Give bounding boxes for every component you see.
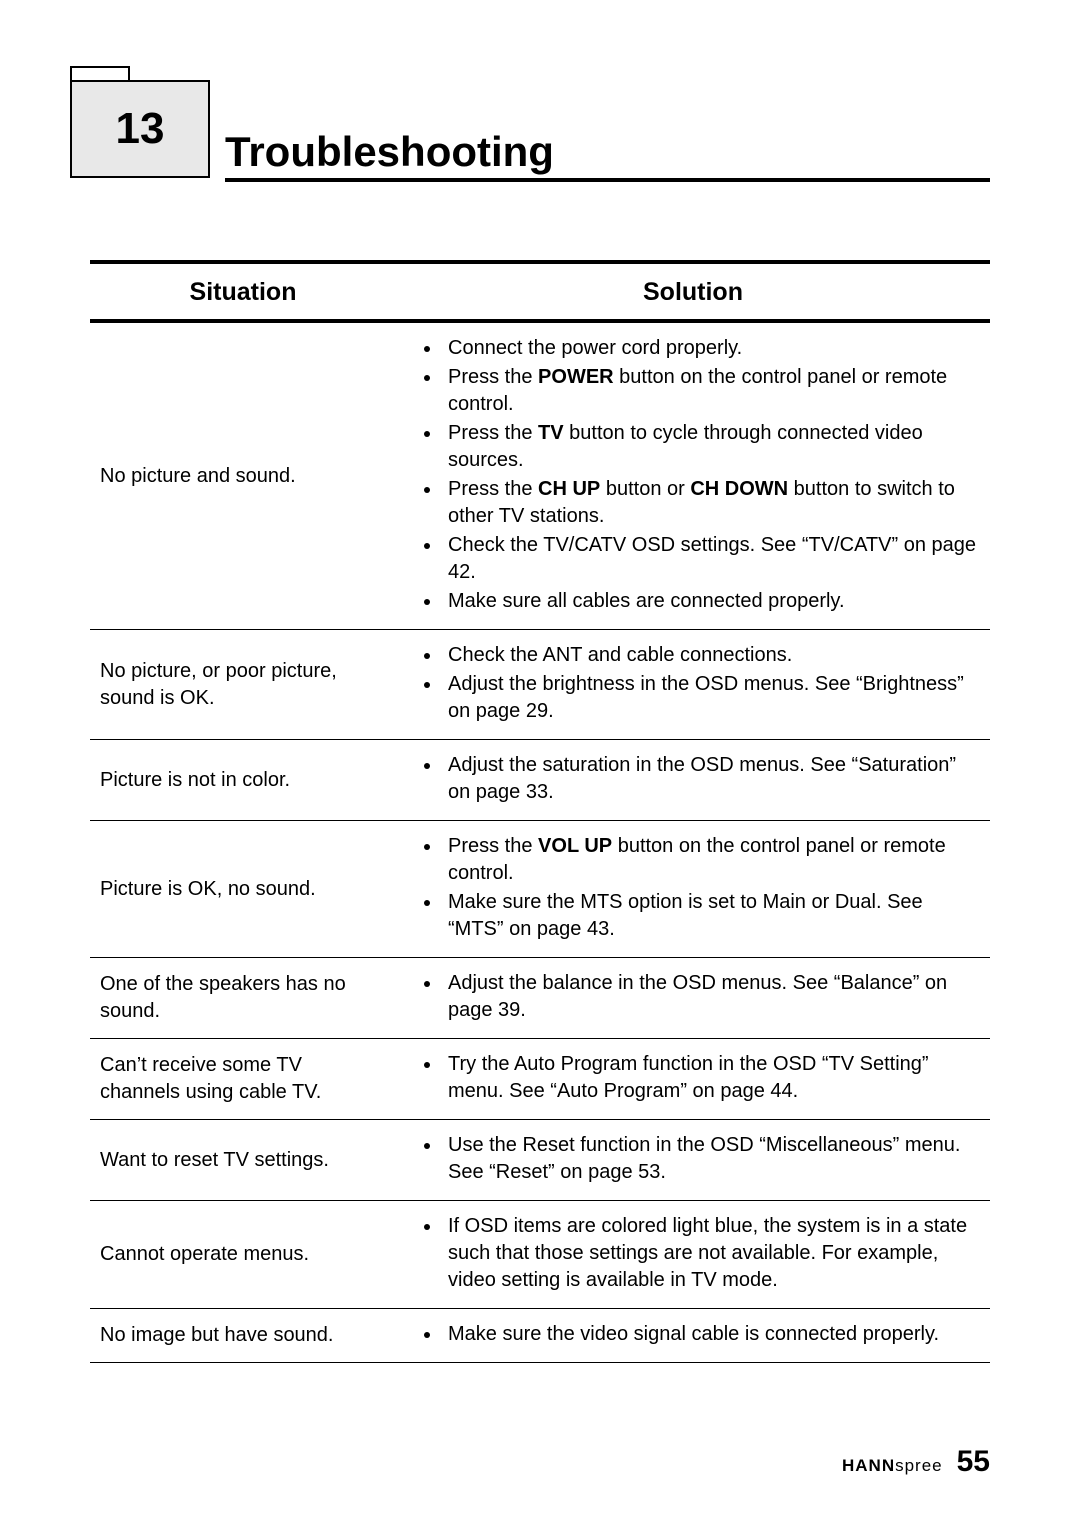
solution-list: Check the ANT and cable connections.Adju…: [404, 642, 982, 725]
solution-cell: Press the VOL UP button on the control p…: [396, 821, 990, 958]
solution-list: Try the Auto Program function in the OSD…: [404, 1051, 982, 1105]
table-header-row: Situation Solution: [90, 262, 990, 321]
situation-cell: Can’t receive some TV channels using cab…: [90, 1039, 396, 1120]
situation-cell: Picture is not in color.: [90, 740, 396, 821]
solution-item: Check the TV/CATV OSD settings. See “TV/…: [442, 532, 982, 586]
chapter-tab-decor: [70, 66, 130, 80]
solution-list: Make sure the video signal cable is conn…: [404, 1321, 982, 1348]
solution-list: Use the Reset function in the OSD “Misce…: [404, 1132, 982, 1186]
solution-item: Press the CH UP button or CH DOWN button…: [442, 476, 982, 530]
bold-text: VOL UP: [538, 835, 612, 857]
troubleshooting-table: Situation Solution No picture and sound.…: [90, 260, 990, 1363]
situation-cell: Want to reset TV settings.: [90, 1120, 396, 1201]
table-row: Can’t receive some TV channels using cab…: [90, 1039, 990, 1120]
solution-item: Adjust the balance in the OSD menus. See…: [442, 970, 982, 1024]
table-body: No picture and sound.Connect the power c…: [90, 321, 990, 1363]
brand-bold-part: HANN: [842, 1456, 895, 1475]
solution-item: Make sure the video signal cable is conn…: [442, 1321, 982, 1348]
bold-text: TV: [538, 422, 564, 444]
chapter-header: 13 Troubleshooting: [90, 80, 990, 200]
page-number: 55: [957, 1445, 990, 1479]
page-footer: HANNspree 55: [842, 1445, 990, 1479]
solution-item: If OSD items are colored light blue, the…: [442, 1213, 982, 1294]
manual-page: 13 Troubleshooting Situation Solution No…: [0, 0, 1080, 1529]
situation-cell: One of the speakers has no sound.: [90, 958, 396, 1039]
table-row: No image but have sound. Make sure the vi…: [90, 1309, 990, 1363]
situation-cell: Picture is OK, no sound.: [90, 821, 396, 958]
brand-logo: HANNspree: [842, 1454, 943, 1477]
solution-cell: Make sure the video signal cable is conn…: [396, 1309, 990, 1363]
solution-item: Make sure the MTS option is set to Main …: [442, 889, 982, 943]
solution-list: Adjust the saturation in the OSD menus. …: [404, 752, 982, 806]
solution-list: Connect the power cord properly.Press th…: [404, 335, 982, 615]
solution-item: Use the Reset function in the OSD “Misce…: [442, 1132, 982, 1186]
solution-cell: Adjust the balance in the OSD menus. See…: [396, 958, 990, 1039]
table-row: No picture, or poor picture, sound is OK…: [90, 630, 990, 740]
solution-list: If OSD items are colored light blue, the…: [404, 1213, 982, 1294]
chapter-title: Troubleshooting: [225, 128, 990, 182]
solution-cell: Check the ANT and cable connections.Adju…: [396, 630, 990, 740]
bold-text: CH UP: [538, 478, 600, 500]
solution-cell: Try the Auto Program function in the OSD…: [396, 1039, 990, 1120]
table-row: Want to reset TV settings. Use the Reset …: [90, 1120, 990, 1201]
col-header-situation: Situation: [90, 262, 396, 321]
bold-text: POWER: [538, 366, 614, 388]
solution-item: Try the Auto Program function in the OSD…: [442, 1051, 982, 1105]
table-row: No picture and sound.Connect the power c…: [90, 321, 990, 630]
solution-cell: If OSD items are colored light blue, the…: [396, 1201, 990, 1309]
table-row: Picture is OK, no sound. Press the VOL UP…: [90, 821, 990, 958]
solution-item: Press the POWER button on the control pa…: [442, 364, 982, 418]
solution-cell: Use the Reset function in the OSD “Misce…: [396, 1120, 990, 1201]
solution-item: Adjust the saturation in the OSD menus. …: [442, 752, 982, 806]
table-row: Cannot operate menus. If OSD items are co…: [90, 1201, 990, 1309]
table-row: Picture is not in color. Adjust the satur…: [90, 740, 990, 821]
chapter-number: 13: [116, 104, 165, 154]
solution-item: Check the ANT and cable connections.: [442, 642, 982, 669]
solution-list: Press the VOL UP button on the control p…: [404, 833, 982, 943]
brand-light-part: spree: [895, 1456, 943, 1475]
bold-text: CH DOWN: [690, 478, 788, 500]
table-row: One of the speakers has no sound. Adjust …: [90, 958, 990, 1039]
solution-list: Adjust the balance in the OSD menus. See…: [404, 970, 982, 1024]
chapter-number-box: 13: [70, 80, 210, 178]
solution-item: Adjust the brightness in the OSD menus. …: [442, 671, 982, 725]
situation-cell: No image but have sound.: [90, 1309, 396, 1363]
solution-item: Make sure all cables are connected prope…: [442, 588, 982, 615]
situation-cell: No picture, or poor picture, sound is OK…: [90, 630, 396, 740]
solution-cell: Connect the power cord properly.Press th…: [396, 321, 990, 630]
solution-cell: Adjust the saturation in the OSD menus. …: [396, 740, 990, 821]
solution-item: Press the VOL UP button on the control p…: [442, 833, 982, 887]
situation-cell: No picture and sound.: [90, 321, 396, 630]
solution-item: Press the TV button to cycle through con…: [442, 420, 982, 474]
situation-cell: Cannot operate menus.: [90, 1201, 396, 1309]
col-header-solution: Solution: [396, 262, 990, 321]
solution-item: Connect the power cord properly.: [442, 335, 982, 362]
